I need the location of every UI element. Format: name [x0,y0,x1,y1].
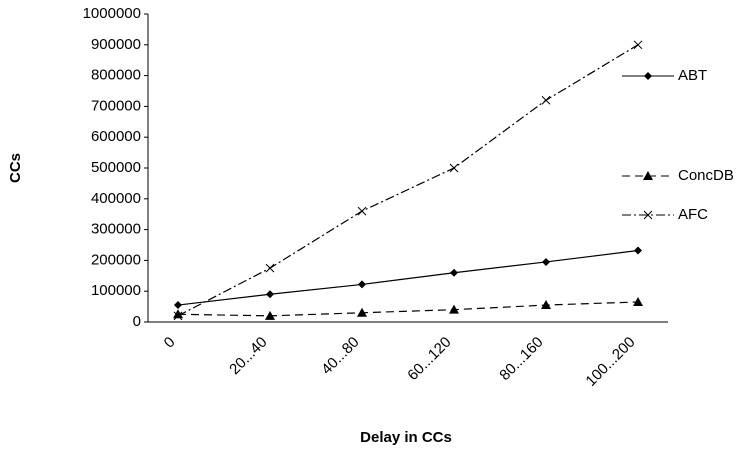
x-axis-label: Delay in CCs [360,429,452,446]
legend-marker [644,72,652,80]
marker [542,257,550,266]
legend-label: ConcDB [678,167,734,184]
y-tick-label: 500000 [91,159,141,176]
marker [173,309,183,319]
y-tick-label: 0 [133,313,141,330]
x-tick-label: 40...80 [318,334,362,378]
legend-label: AFC [678,206,708,223]
marker [174,301,182,310]
marker [358,280,366,289]
y-tick-label: 100000 [91,282,141,299]
y-tick-label: 800000 [91,67,141,84]
legend-label: ABT [678,67,707,84]
marker [633,40,643,50]
legend-marker [643,210,653,220]
x-tick-label: 20...40 [226,334,270,378]
x-tick-label: 100...200 [582,334,638,390]
marker [357,307,367,317]
y-tick-label: 300000 [91,221,141,238]
marker [633,296,643,306]
y-tick-label: 600000 [91,128,141,145]
marker [449,163,459,173]
marker [357,206,367,216]
series-line [177,301,639,317]
marker [634,246,642,255]
x-tick-label: 60...120 [404,334,454,384]
marker [173,311,183,321]
x-tick-label: 0 [161,334,179,352]
y-tick-label: 900000 [91,36,141,53]
y-tick-label: 400000 [91,190,141,207]
y-tick-label: 200000 [91,251,141,268]
y-tick-label: 700000 [91,97,141,114]
marker [450,268,458,277]
x-tick-label: 80...160 [496,334,546,384]
marker [266,290,274,299]
series-line [177,44,639,317]
marker [541,300,551,310]
marker [265,310,275,320]
y-tick-label: 1000000 [83,5,141,22]
legend-marker [643,171,653,180]
series-line [177,249,639,306]
marker [541,95,551,105]
marker [265,263,275,273]
y-axis-label: CCs [7,153,24,183]
marker [449,304,459,314]
